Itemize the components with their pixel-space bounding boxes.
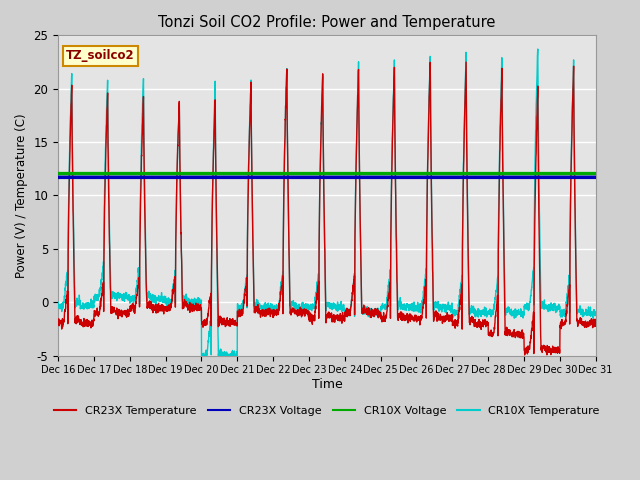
X-axis label: Time: Time [312, 378, 342, 391]
Polygon shape [58, 36, 596, 356]
Text: TZ_soilco2: TZ_soilco2 [66, 49, 135, 62]
Legend: CR23X Temperature, CR23X Voltage, CR10X Voltage, CR10X Temperature: CR23X Temperature, CR23X Voltage, CR10X … [49, 402, 604, 420]
Title: Tonzi Soil CO2 Profile: Power and Temperature: Tonzi Soil CO2 Profile: Power and Temper… [158, 15, 495, 30]
Y-axis label: Power (V) / Temperature (C): Power (V) / Temperature (C) [15, 113, 28, 278]
